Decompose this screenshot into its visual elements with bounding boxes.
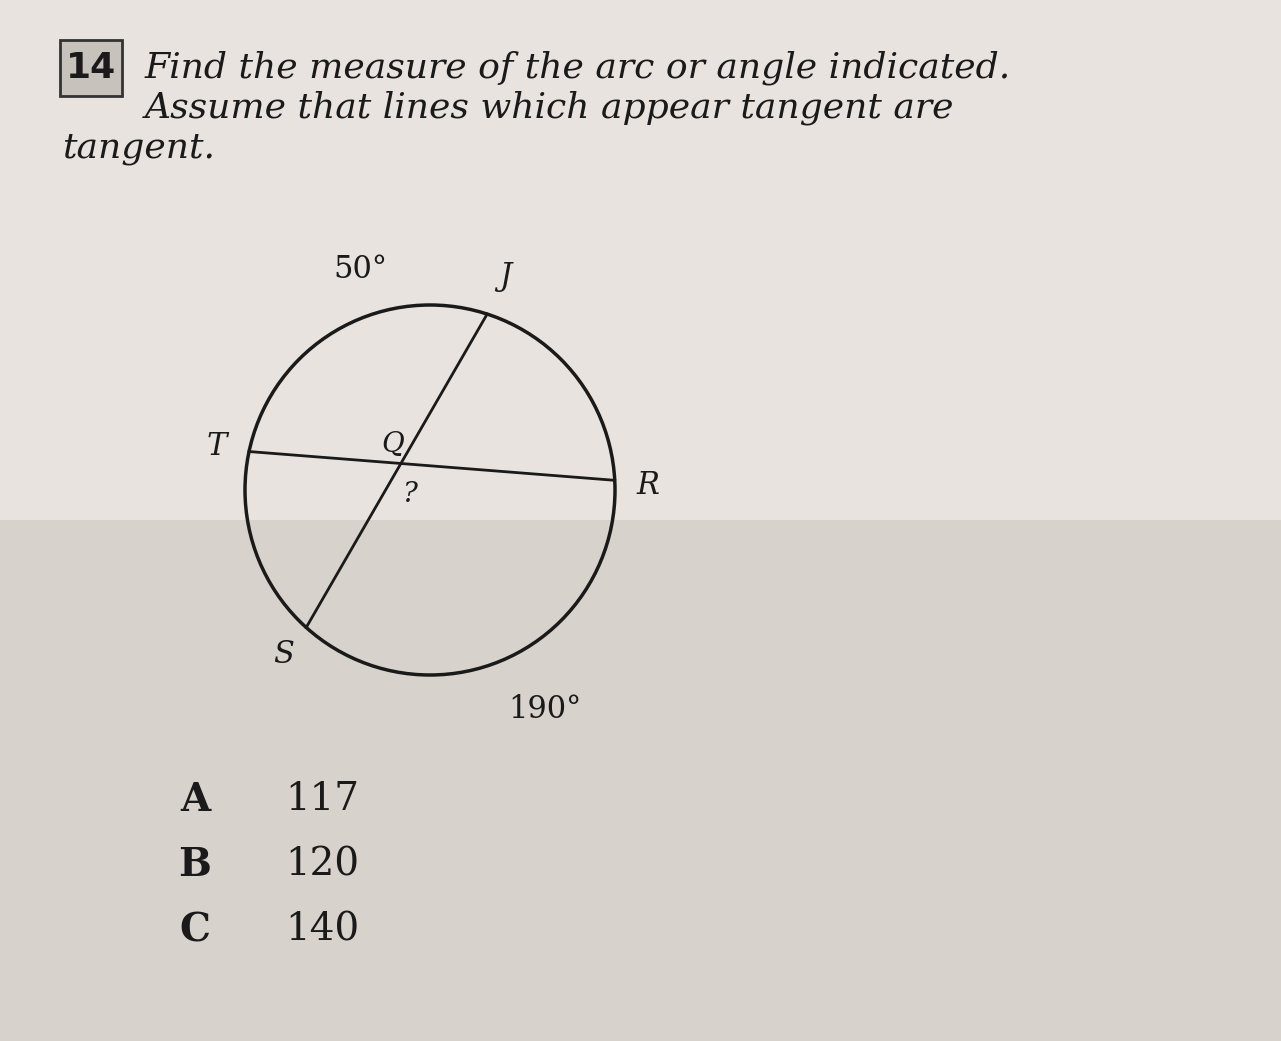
Text: T: T [206, 431, 227, 462]
Text: ?: ? [404, 482, 419, 508]
Text: J: J [500, 261, 511, 293]
FancyBboxPatch shape [60, 40, 122, 96]
Text: tangent.: tangent. [61, 131, 215, 166]
Text: 117: 117 [284, 782, 359, 818]
Text: Assume that lines which appear tangent are: Assume that lines which appear tangent a… [145, 91, 954, 125]
Text: Q: Q [382, 431, 405, 458]
Text: 50°: 50° [333, 254, 387, 285]
Text: R: R [637, 469, 660, 501]
Text: B: B [178, 846, 211, 884]
Text: C: C [179, 911, 210, 949]
Text: A: A [179, 781, 210, 819]
Text: 140: 140 [284, 912, 359, 948]
Text: 14: 14 [65, 51, 117, 85]
Text: 120: 120 [284, 846, 359, 884]
Text: 190°: 190° [509, 694, 582, 726]
Text: S: S [273, 639, 295, 670]
Bar [0, 0, 1281, 520]
Text: Find the measure of the arc or angle indicated.: Find the measure of the arc or angle ind… [145, 51, 1011, 85]
